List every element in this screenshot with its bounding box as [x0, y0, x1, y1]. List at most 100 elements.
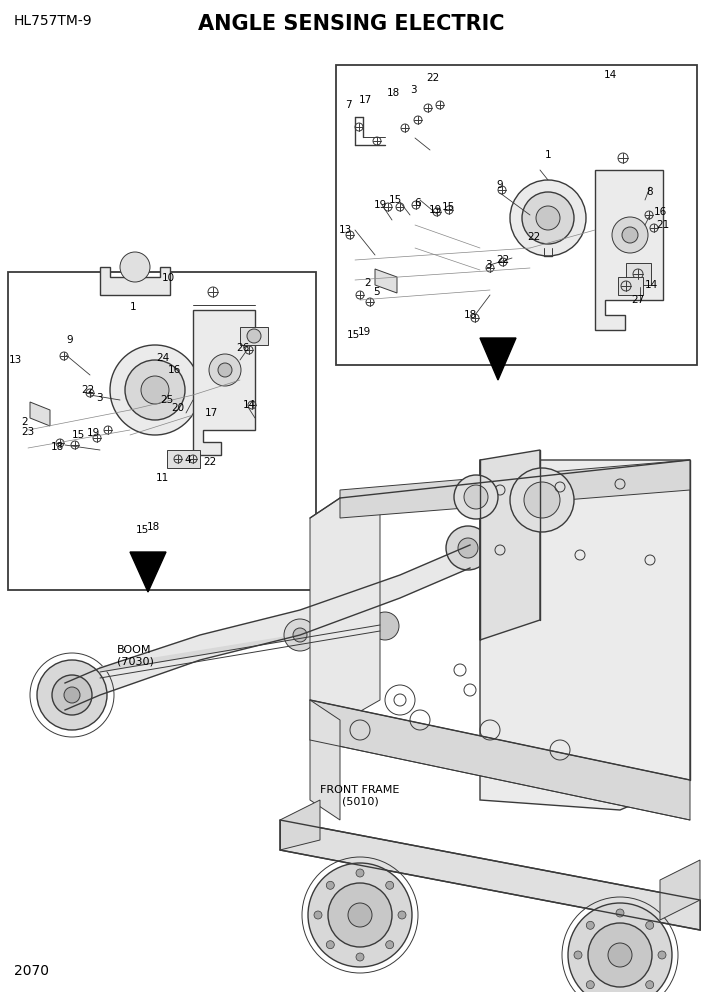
Circle shape — [536, 206, 560, 230]
Circle shape — [622, 227, 638, 243]
Circle shape — [588, 923, 652, 987]
Polygon shape — [310, 700, 340, 820]
Text: 22: 22 — [81, 385, 95, 395]
Text: 21: 21 — [656, 220, 670, 230]
Polygon shape — [30, 402, 50, 426]
Text: 15: 15 — [135, 525, 149, 535]
Text: 14: 14 — [604, 70, 616, 80]
Circle shape — [64, 687, 80, 703]
Text: 24: 24 — [157, 353, 170, 363]
Circle shape — [120, 252, 150, 282]
Circle shape — [608, 943, 632, 967]
Circle shape — [446, 526, 490, 570]
Polygon shape — [280, 800, 320, 850]
Circle shape — [646, 922, 654, 930]
Circle shape — [293, 628, 307, 642]
Text: 8: 8 — [647, 187, 654, 197]
Circle shape — [209, 354, 241, 386]
Text: 5: 5 — [373, 287, 380, 297]
Circle shape — [125, 360, 185, 420]
Circle shape — [141, 376, 169, 404]
Text: 19: 19 — [86, 428, 100, 438]
Text: 14: 14 — [242, 400, 256, 410]
Polygon shape — [167, 450, 200, 468]
Polygon shape — [280, 820, 700, 930]
Circle shape — [37, 660, 107, 730]
Text: 4: 4 — [185, 455, 192, 465]
Text: 9: 9 — [67, 335, 73, 345]
Circle shape — [110, 345, 200, 435]
Circle shape — [52, 675, 92, 715]
Circle shape — [524, 482, 560, 518]
Text: 10: 10 — [161, 273, 175, 283]
Text: 3: 3 — [410, 85, 416, 95]
Polygon shape — [375, 269, 397, 293]
Circle shape — [371, 612, 399, 640]
Circle shape — [326, 881, 334, 889]
Text: 1: 1 — [545, 150, 551, 160]
Circle shape — [612, 217, 648, 253]
Text: 17: 17 — [204, 408, 218, 418]
Text: 20: 20 — [171, 403, 185, 413]
Circle shape — [348, 903, 372, 927]
Text: 9: 9 — [497, 180, 503, 190]
Circle shape — [385, 940, 394, 948]
Polygon shape — [130, 552, 166, 592]
Text: 19: 19 — [357, 327, 371, 337]
Polygon shape — [310, 700, 690, 820]
Circle shape — [464, 485, 488, 509]
Circle shape — [458, 538, 478, 558]
Circle shape — [510, 468, 574, 532]
Polygon shape — [65, 545, 470, 710]
Text: 16: 16 — [167, 365, 180, 375]
Circle shape — [314, 911, 322, 919]
Polygon shape — [100, 267, 170, 295]
Text: 14: 14 — [644, 280, 658, 290]
Circle shape — [586, 981, 595, 989]
Text: 1: 1 — [130, 302, 136, 312]
Text: 7: 7 — [345, 100, 351, 110]
Text: 13: 13 — [338, 225, 352, 235]
Text: 19: 19 — [428, 205, 442, 215]
Text: (7030): (7030) — [117, 657, 154, 667]
Polygon shape — [626, 263, 651, 285]
Text: HL757TM-9: HL757TM-9 — [14, 14, 93, 28]
Circle shape — [616, 909, 624, 917]
Text: BOOM: BOOM — [117, 645, 152, 655]
Text: 26: 26 — [237, 343, 250, 353]
Text: 22: 22 — [496, 255, 510, 265]
Polygon shape — [340, 460, 690, 518]
Circle shape — [356, 953, 364, 961]
Text: 15: 15 — [442, 202, 455, 212]
Text: 13: 13 — [8, 355, 22, 365]
Circle shape — [328, 883, 392, 947]
Circle shape — [308, 863, 412, 967]
Circle shape — [356, 869, 364, 877]
Text: ANGLE SENSING ELECTRIC: ANGLE SENSING ELECTRIC — [198, 14, 504, 34]
Polygon shape — [595, 170, 663, 330]
Text: 11: 11 — [155, 473, 168, 483]
Text: 19: 19 — [373, 200, 387, 210]
Circle shape — [385, 881, 394, 889]
Circle shape — [574, 951, 582, 959]
Text: 27: 27 — [631, 295, 644, 305]
Text: 16: 16 — [654, 207, 667, 217]
Text: 18: 18 — [147, 522, 159, 532]
Polygon shape — [480, 338, 516, 380]
Circle shape — [284, 619, 316, 651]
Circle shape — [646, 981, 654, 989]
Polygon shape — [310, 490, 380, 720]
Text: 3: 3 — [484, 260, 491, 270]
Text: FRONT FRAME: FRONT FRAME — [320, 785, 399, 795]
Polygon shape — [660, 860, 700, 920]
Polygon shape — [100, 620, 390, 672]
Polygon shape — [618, 277, 643, 295]
Text: 22: 22 — [426, 73, 439, 83]
Text: 15: 15 — [72, 430, 85, 440]
Text: 2070: 2070 — [14, 964, 49, 978]
Circle shape — [398, 911, 406, 919]
Text: 18: 18 — [51, 442, 64, 452]
Bar — [336, 65, 697, 365]
Circle shape — [454, 475, 498, 519]
Text: 3: 3 — [95, 393, 102, 403]
